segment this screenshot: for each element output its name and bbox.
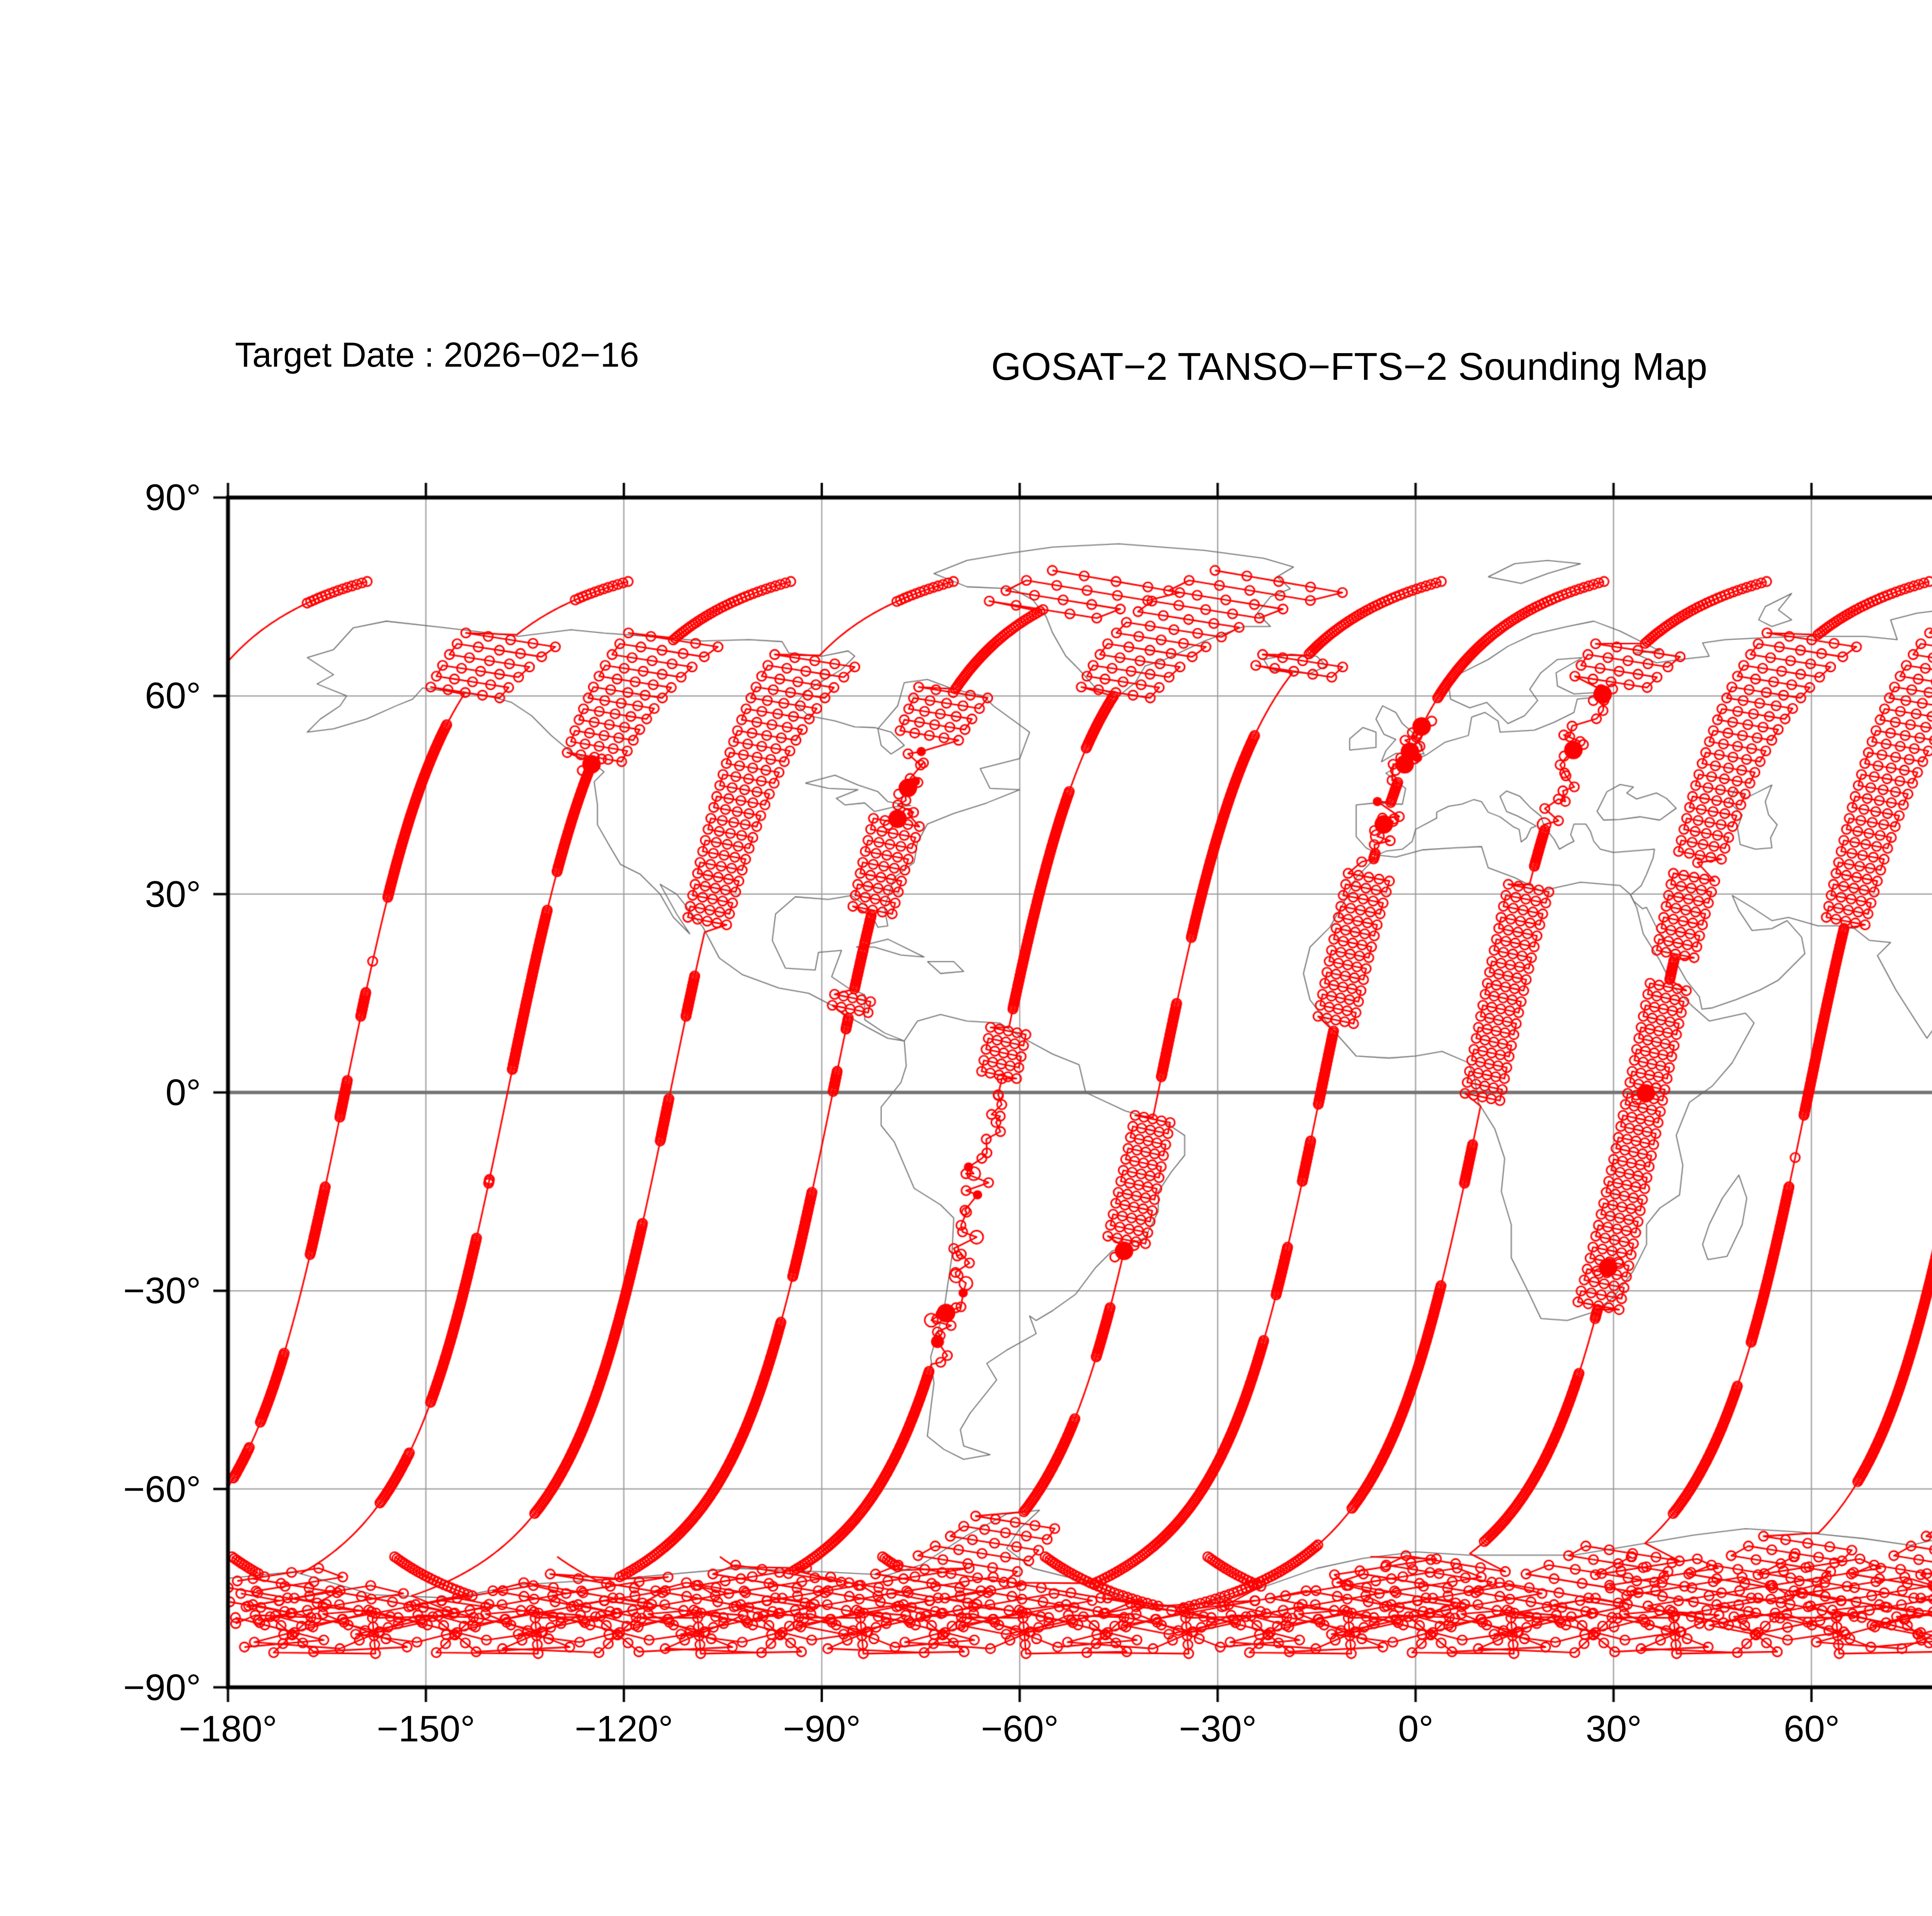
- lat-tick-label: 0°: [165, 1072, 201, 1113]
- lon-tick-label: −180°: [179, 1708, 277, 1749]
- page-title: GOSAT−2 TANSO−FTS−2 Sounding Map: [991, 345, 1708, 388]
- lon-tick-label: 60°: [1784, 1708, 1840, 1749]
- lat-tick-label: −60°: [123, 1468, 201, 1510]
- lat-tick-label: 90°: [145, 477, 201, 518]
- lat-tick-label: 30°: [145, 873, 201, 915]
- lon-tick-label: 90°: [1929, 1708, 1932, 1750]
- lon-tick-label: −120°: [575, 1708, 673, 1749]
- target-date-label: Target Date : 2026−02−16: [235, 336, 639, 374]
- lon-tick-label: 0°: [1398, 1708, 1434, 1749]
- lat-tick-label: −30°: [123, 1270, 201, 1312]
- lat-tick-label: −90°: [123, 1667, 201, 1708]
- lon-tick-label: 30°: [1585, 1708, 1642, 1749]
- lon-tick-label: −30°: [1179, 1708, 1257, 1749]
- lon-tick-label: −90°: [783, 1708, 861, 1749]
- lon-tick-label: −60°: [981, 1708, 1059, 1749]
- lon-tick-label: −150°: [377, 1708, 475, 1749]
- lat-tick-label: 60°: [145, 675, 201, 717]
